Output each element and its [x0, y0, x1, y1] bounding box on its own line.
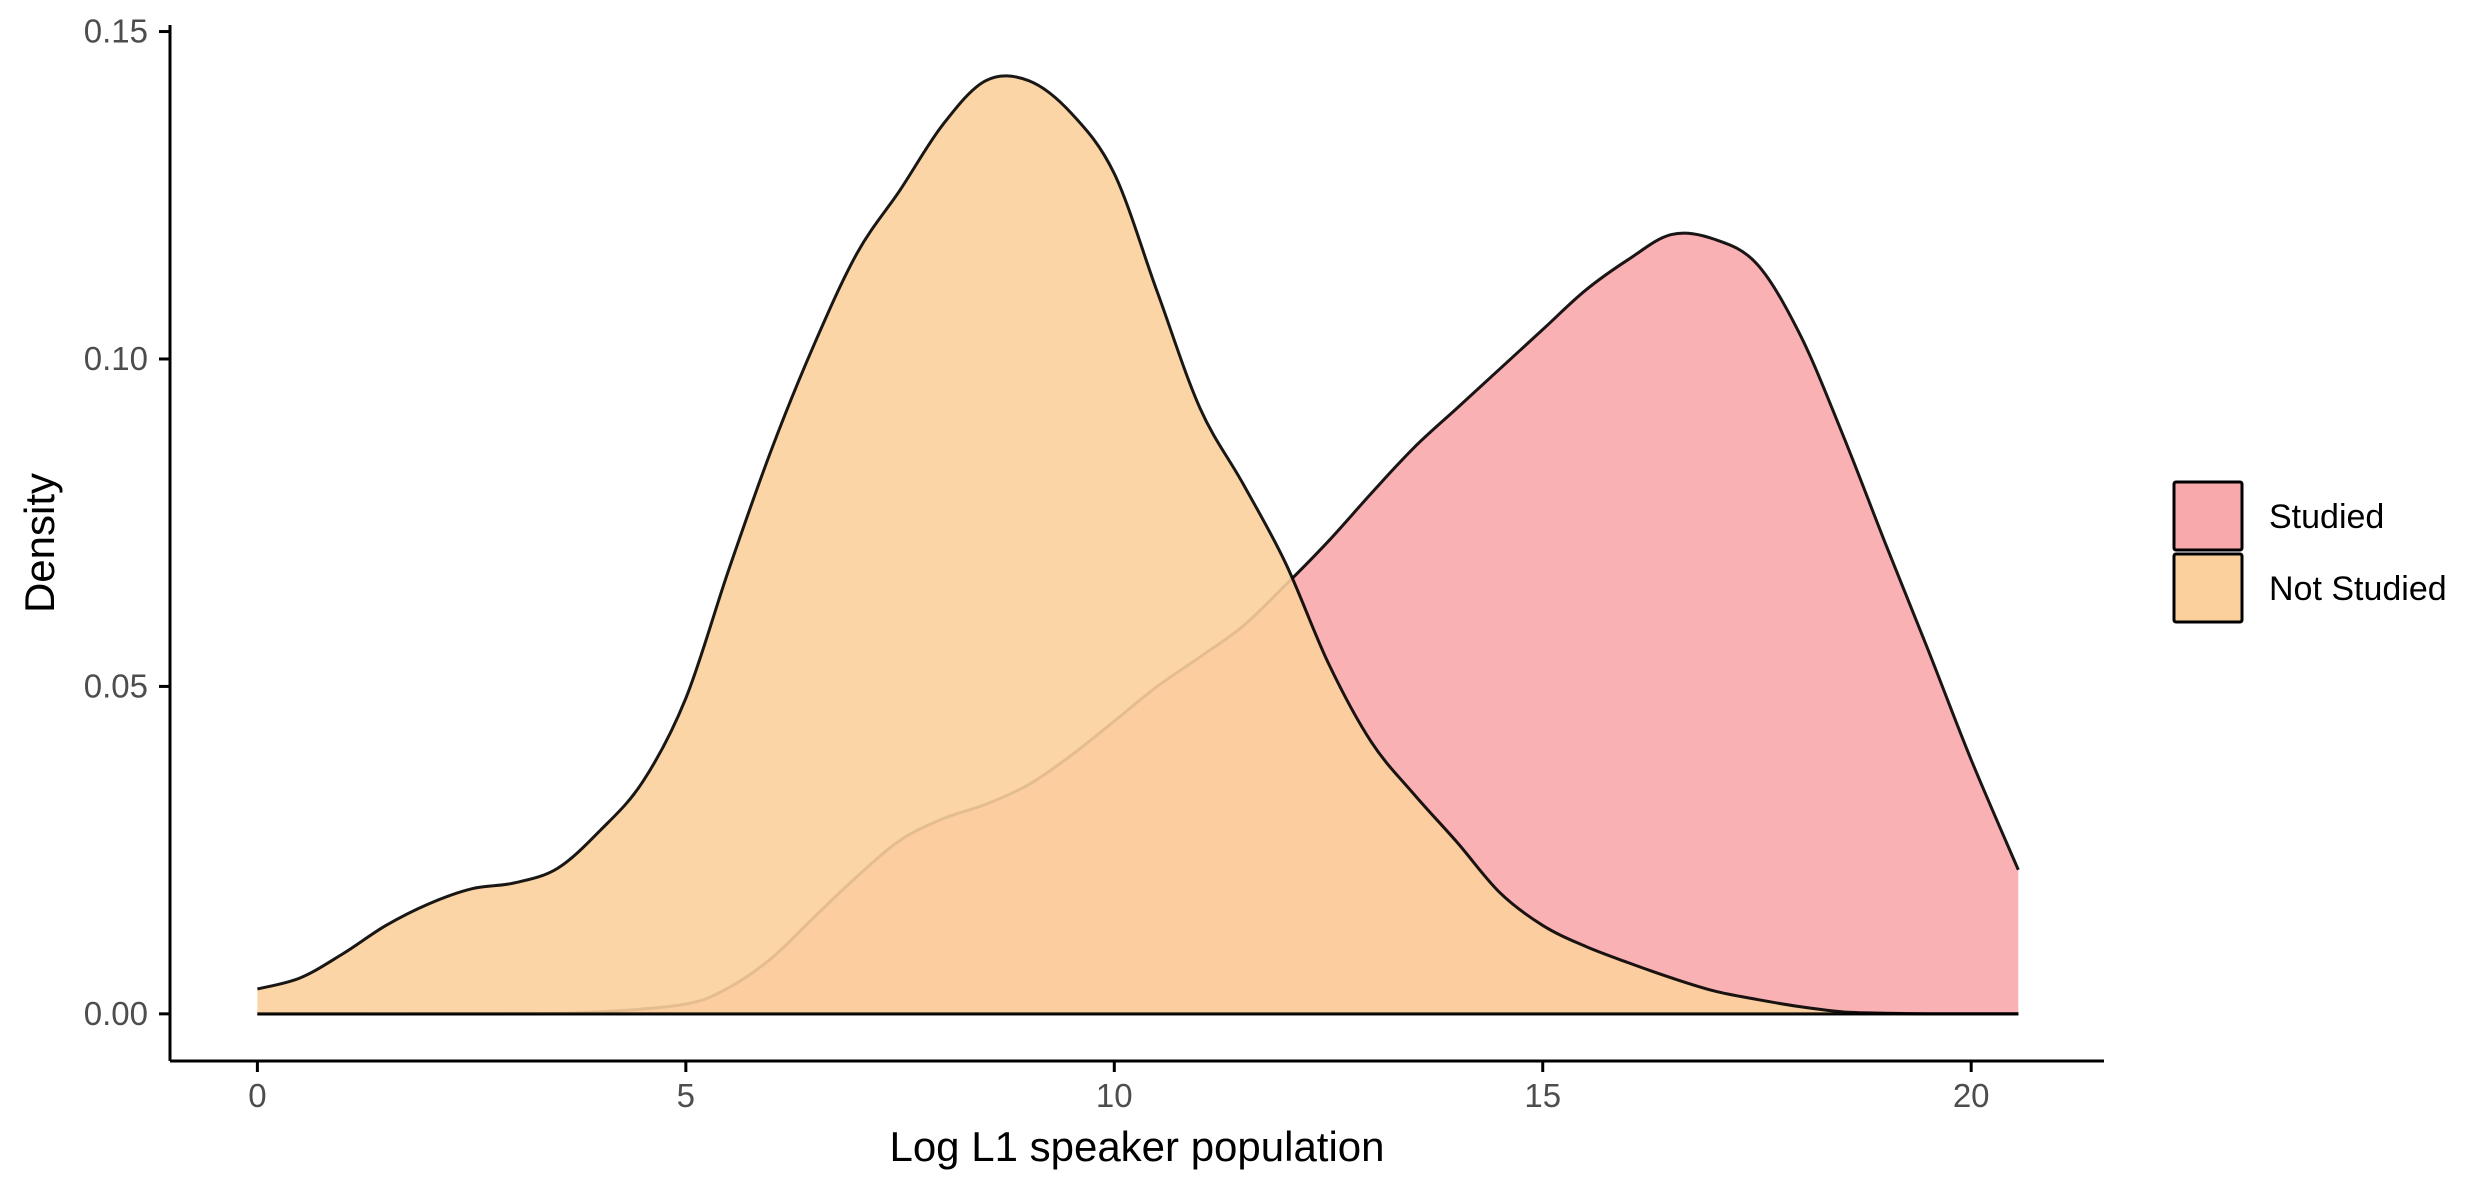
- legend: Studied Not Studied: [2172, 480, 2447, 624]
- x-tick-label: 5: [677, 1077, 695, 1114]
- x-ticks: 0 5 10 15 20: [248, 1061, 1990, 1114]
- density-area-studied: [257, 233, 2019, 1014]
- plot-area: [257, 74, 2020, 1016]
- y-axis-title: Density: [16, 473, 63, 613]
- y-tick-label: 0.00: [84, 995, 148, 1032]
- legend-label-studied: Studied: [2269, 498, 2384, 536]
- x-axis-title: Log L1 speaker population: [889, 1123, 1384, 1170]
- series-not-studied: [257, 74, 2019, 1016]
- y-tick-label: 0.10: [84, 340, 148, 377]
- y-tick-label: 0.05: [84, 667, 148, 704]
- axes: [168, 25, 2104, 1063]
- x-tick-label: 20: [1953, 1077, 1990, 1114]
- density-curve-not-studied: [257, 74, 2019, 1016]
- y-ticks: 0.00 0.05 0.10 0.15: [84, 13, 170, 1032]
- x-tick-label: 15: [1524, 1077, 1561, 1114]
- legend-key-studied: [2172, 480, 2244, 552]
- y-tick-label: 0.15: [84, 13, 148, 50]
- x-tick-label: 0: [248, 1077, 266, 1114]
- x-tick-label: 10: [1096, 1077, 1133, 1114]
- legend-label-not-studied: Not Studied: [2269, 570, 2447, 608]
- legend-key-not-studied: [2172, 552, 2244, 624]
- density-area-not-studied: [257, 75, 2019, 1014]
